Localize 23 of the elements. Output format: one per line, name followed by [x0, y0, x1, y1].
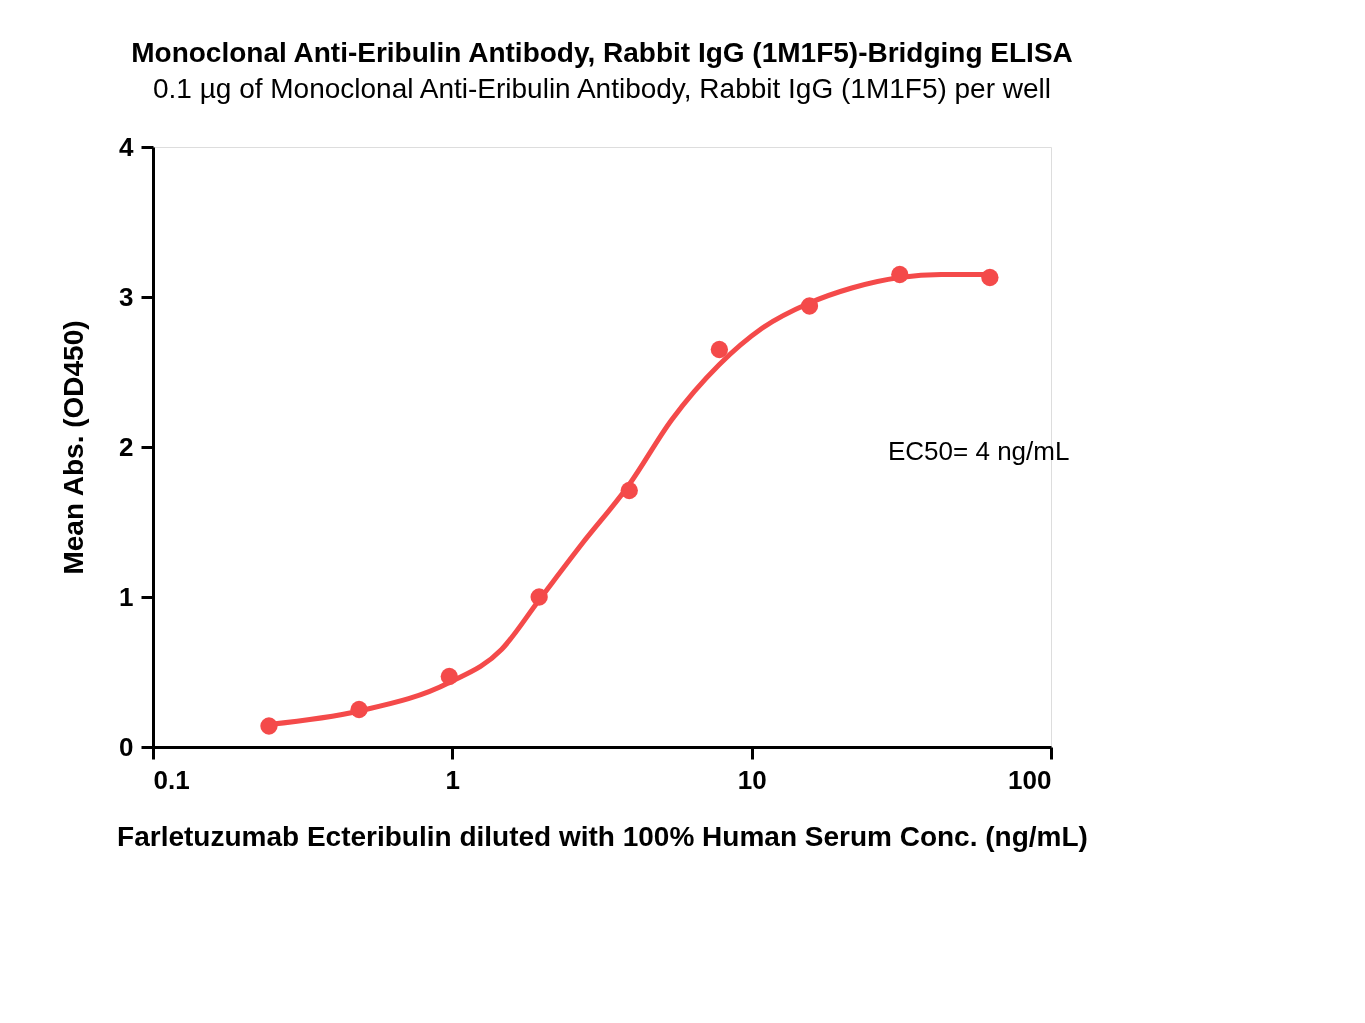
y-tick-label: 0 — [119, 731, 134, 762]
y-axis-title: Mean Abs. (OD450) — [58, 320, 90, 575]
point — [981, 268, 999, 287]
x-tick-label: 10 — [737, 764, 767, 795]
chart-title: Monoclonal Anti-Eribulin Antibody, Rabbit IgG (1M1F5)-Bridging ELISA — [131, 37, 1073, 68]
x-tick-label: 1 — [445, 764, 461, 795]
point — [620, 481, 638, 500]
x-tick-label: 0.1 — [153, 764, 190, 795]
point — [800, 297, 819, 315]
point — [260, 717, 278, 735]
y-tick-label: 2 — [119, 431, 134, 462]
x-tick-label: 100 — [1008, 764, 1052, 795]
y-tick-label: 3 — [119, 281, 134, 312]
point — [891, 265, 909, 284]
chart-subtitle: 0.1 µg of Monoclonal Anti-Eribulin Antibody, Rabbit IgG (1M1F5) per well — [152, 73, 1052, 104]
point — [440, 667, 458, 686]
annotation: EC50= 4 ng/mL — [888, 436, 1070, 466]
point — [710, 340, 729, 359]
x-axis-title: Farletuzumab Ecteribulin diluted with 100% Human Serum Conc. (ng/mL) — [117, 820, 1088, 852]
y-tick-label: 4 — [119, 131, 135, 162]
y-tick-label: 1 — [119, 581, 134, 612]
point — [350, 700, 368, 719]
point — [530, 588, 548, 606]
